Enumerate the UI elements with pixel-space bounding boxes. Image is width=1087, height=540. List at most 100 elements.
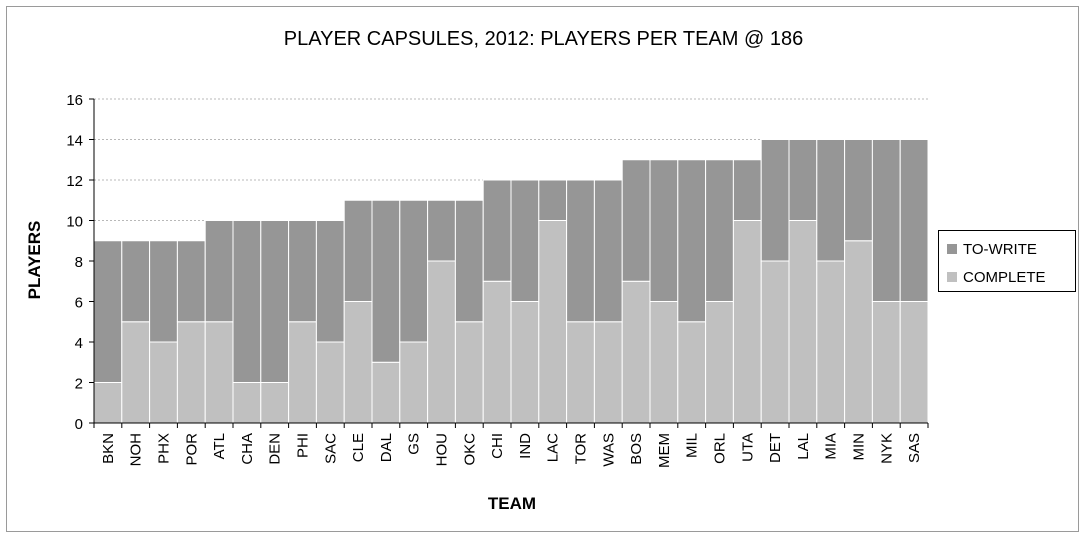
bar-to-write-lal (788, 139, 818, 221)
y-tick-label: 2 (75, 376, 83, 393)
x-tick-label: WAS (600, 433, 617, 467)
x-tick-label: LAL (795, 433, 812, 460)
y-tick-label: 8 (75, 254, 83, 271)
bar-to-write-phi (288, 220, 317, 323)
bar-complete-tor (566, 321, 595, 424)
bar-to-write-cle (343, 199, 373, 302)
bar-to-write-min (844, 139, 873, 242)
bar-complete-noh (121, 321, 151, 424)
bar-to-write-bkn (93, 240, 123, 383)
legend-swatch-to-write (947, 244, 957, 254)
bar-to-write-nyk (871, 139, 901, 302)
x-tick-label: POR (183, 433, 200, 466)
bar-to-write-por (176, 240, 206, 323)
legend: TO-WRITE COMPLETE (938, 230, 1076, 292)
bar-to-write-atl (204, 220, 234, 323)
bar-to-write-dal (371, 199, 401, 363)
bar-to-write-gs (399, 199, 429, 343)
legend-label-complete: COMPLETE (963, 268, 1046, 286)
bar-to-write-was (593, 179, 623, 323)
x-tick-label: PHI (295, 433, 312, 458)
x-tick-label: IND (517, 433, 534, 459)
bar-to-write-det (760, 139, 790, 262)
bar-to-write-lac (538, 179, 568, 221)
axes (89, 98, 929, 428)
bar-complete-orl (705, 301, 734, 424)
x-tick-label: CHI (489, 433, 506, 459)
x-tick-label: ORL (712, 433, 729, 464)
bar-to-write-noh (121, 240, 151, 323)
bar-complete-atl (204, 321, 234, 424)
x-tick-label: DET (767, 433, 784, 463)
bar-to-write-mil (677, 159, 707, 323)
x-axis-label: TEAM (488, 494, 536, 513)
x-tick-label: HOU (434, 433, 451, 466)
bar-complete-ind (510, 301, 540, 424)
bar-complete-den (260, 382, 290, 424)
x-tick-label: OKC (461, 433, 478, 466)
bar-complete-lac (538, 220, 568, 424)
tick-labels: 0 2 4 6 8 10 12 14 16 BKN NOH PHX POR ATL CHA DEN PHI SAC… (66, 92, 923, 468)
chart-title: PLAYER CAPSULES, 2012: PLAYERS PER TEAM … (283, 28, 804, 50)
bar-complete-phi (288, 321, 317, 424)
x-tick-label: UTA (739, 433, 756, 462)
x-tick-label: BOS (628, 433, 645, 465)
bar-complete-mil (677, 321, 707, 424)
x-tick-label: NYK (878, 433, 895, 464)
bar-to-write-mem (649, 159, 679, 302)
bar-to-write-chi (482, 179, 512, 282)
x-tick-label: ATL (211, 433, 228, 459)
x-tick-label: MIN (851, 433, 868, 461)
bar-to-write-mia (816, 139, 846, 262)
x-tick-label: MIL (684, 433, 701, 458)
y-axis-label: PLAYERS (25, 221, 44, 300)
bar-complete-sac (315, 341, 345, 424)
x-tick-label: PHX (156, 433, 173, 464)
bar-complete-bos (621, 280, 651, 424)
bar-complete-sas (899, 301, 929, 424)
bar-complete-mia (816, 260, 846, 424)
y-tick-label: 0 (75, 416, 83, 433)
bar-complete-det (760, 260, 790, 424)
bar-to-write-phx (149, 240, 178, 343)
bar-to-write-sas (899, 139, 929, 302)
x-tick-label: TOR (573, 433, 590, 465)
bar-complete-por (176, 321, 206, 424)
y-tick-label: 6 (75, 295, 83, 312)
bar-to-write-den (260, 220, 290, 383)
x-tick-label: SAS (906, 433, 923, 463)
bar-to-write-okc (454, 199, 484, 323)
bar-complete-nyk (871, 301, 901, 424)
bar-complete-min (844, 240, 873, 424)
bar-complete-gs (399, 341, 429, 424)
bar-to-write-tor (566, 179, 595, 323)
x-tick-label: SAC (322, 433, 339, 464)
legend-item-to-write: TO-WRITE (947, 239, 1037, 259)
x-tick-label: DEN (267, 433, 284, 465)
bars (93, 139, 929, 424)
bar-complete-chi (482, 280, 512, 424)
x-tick-label: CHA (239, 433, 256, 465)
bar-complete-was (593, 321, 623, 424)
legend-item-complete: COMPLETE (947, 267, 1046, 287)
y-tick-label: 12 (66, 173, 83, 190)
bar-to-write-sac (315, 220, 345, 343)
bar-complete-mem (649, 301, 679, 424)
y-tick-label: 10 (66, 214, 83, 231)
x-tick-label: DAL (378, 433, 395, 462)
x-tick-label: GS (406, 433, 423, 455)
x-tick-label: MIA (823, 433, 840, 460)
bar-complete-uta (732, 220, 762, 424)
x-tick-label: MEM (656, 433, 673, 468)
x-tick-label: NOH (128, 433, 145, 466)
bar-to-write-uta (732, 159, 762, 221)
bar-complete-bkn (93, 382, 123, 424)
bar-to-write-cha (232, 220, 262, 383)
legend-swatch-complete (947, 272, 957, 282)
bar-complete-hou (427, 260, 456, 424)
bar-to-write-orl (705, 159, 734, 302)
bar-complete-lal (788, 220, 818, 424)
y-tick-label: 16 (66, 92, 83, 109)
bar-complete-cle (343, 301, 373, 424)
